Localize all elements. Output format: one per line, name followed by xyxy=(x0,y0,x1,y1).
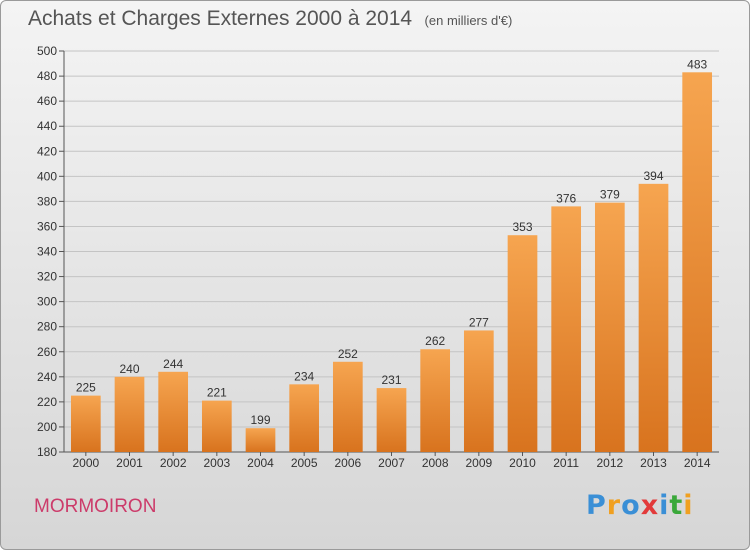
data-label: 244 xyxy=(163,357,183,371)
x-tick-label: 2007 xyxy=(378,456,405,470)
data-label: 199 xyxy=(250,413,270,427)
data-label: 262 xyxy=(425,334,445,348)
data-label: 252 xyxy=(338,347,358,361)
y-tick-label: 400 xyxy=(37,169,57,183)
bar xyxy=(551,206,582,452)
data-label: 221 xyxy=(207,386,227,400)
chart-unit-note: (en milliers d'€) xyxy=(424,13,513,28)
data-label: 483 xyxy=(687,57,707,71)
y-tick-label: 360 xyxy=(37,219,57,233)
data-label: 277 xyxy=(469,315,489,329)
bar xyxy=(463,330,494,452)
bar xyxy=(158,371,189,452)
bar xyxy=(638,183,669,453)
data-label: 379 xyxy=(600,188,620,202)
x-tick-label: 2002 xyxy=(160,456,187,470)
data-label: 376 xyxy=(556,191,576,205)
proxiti-logo: Proxiti xyxy=(586,490,694,521)
x-tick-label: 2013 xyxy=(640,456,667,470)
bar xyxy=(70,395,101,452)
y-tick-label: 300 xyxy=(37,295,57,309)
chart-title-text: Achats et Charges Externes 2000 à 2014 xyxy=(28,7,413,30)
y-tick-label: 200 xyxy=(37,420,57,434)
logo-letter: P xyxy=(586,490,607,521)
y-tick-label: 460 xyxy=(37,94,57,108)
bar xyxy=(201,400,232,452)
bar xyxy=(376,388,407,452)
data-label: 240 xyxy=(119,362,139,376)
logo-letter: x xyxy=(640,490,660,521)
x-tick-label: 2009 xyxy=(465,456,492,470)
y-tick-label: 340 xyxy=(37,245,57,259)
bar xyxy=(114,376,145,452)
logo-letter: i xyxy=(683,490,694,521)
bar xyxy=(245,428,276,452)
x-tick-label: 2014 xyxy=(684,456,711,470)
labels: 180 200 220 240 260 280 300 320 340 360 380 400 420 4… xyxy=(37,44,711,470)
chart-title: Achats et Charges Externes 2000 à 2014 (… xyxy=(28,7,512,31)
logo-letter: o xyxy=(621,490,641,521)
x-tick-label: 2001 xyxy=(116,456,143,470)
bar xyxy=(594,202,625,452)
data-label: 231 xyxy=(381,373,401,387)
y-tick-label: 260 xyxy=(37,345,57,359)
y-tick-label: 480 xyxy=(37,69,57,83)
logo-letter: r xyxy=(606,490,622,521)
commune-name: MORMOIRON xyxy=(34,496,157,517)
y-tick-label: 240 xyxy=(37,370,57,384)
bar xyxy=(507,235,538,452)
bar xyxy=(289,384,320,452)
y-tick-label: 500 xyxy=(37,44,57,58)
logo-letter: t xyxy=(669,490,684,521)
x-tick-label: 2012 xyxy=(596,456,623,470)
data-label: 225 xyxy=(76,381,96,395)
x-tick-label: 2004 xyxy=(247,456,274,470)
y-tick-label: 420 xyxy=(37,144,57,158)
y-tick-label: 380 xyxy=(37,194,57,208)
y-tick-label: 280 xyxy=(37,320,57,334)
x-tick-label: 2000 xyxy=(72,456,99,470)
bar xyxy=(682,72,713,452)
x-tick-label: 2005 xyxy=(291,456,318,470)
y-tick-label: 180 xyxy=(37,445,57,459)
x-tick-label: 2008 xyxy=(422,456,449,470)
y-tick-label: 320 xyxy=(37,270,57,284)
x-tick-label: 2011 xyxy=(553,456,579,470)
logo-letter: i xyxy=(659,490,670,521)
bar xyxy=(332,361,363,452)
x-tick-label: 2010 xyxy=(509,456,536,470)
data-label: 234 xyxy=(294,369,314,383)
y-tick-label: 440 xyxy=(37,119,57,133)
data-label: 353 xyxy=(512,220,532,234)
data-label: 394 xyxy=(643,169,663,183)
bar xyxy=(420,349,451,452)
x-tick-label: 2006 xyxy=(334,456,361,470)
y-tick-label: 220 xyxy=(37,395,57,409)
x-tick-label: 2003 xyxy=(203,456,230,470)
bars xyxy=(70,72,713,453)
